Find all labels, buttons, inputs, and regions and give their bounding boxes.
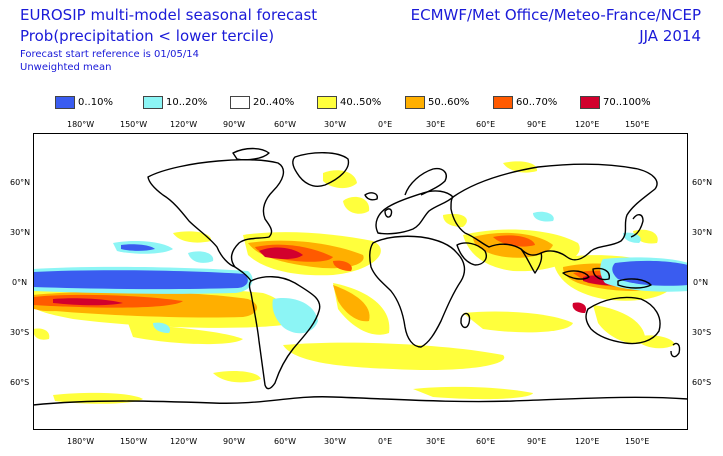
lat-label-right: 60°N <box>692 178 713 187</box>
australia-coast <box>585 296 661 345</box>
legend-swatch <box>317 95 337 109</box>
lon-label-bottom: 180°W <box>67 437 95 446</box>
lon-label-bottom: 0°E <box>378 437 393 446</box>
lon-label-bottom: 30°W <box>324 437 347 446</box>
sumatra-coast <box>562 270 590 280</box>
central-america-coast <box>234 266 252 282</box>
legend-label: 20..40% <box>253 96 295 108</box>
south-america-coast <box>248 276 321 390</box>
madagascar-coast <box>460 312 471 329</box>
lat-label-left: 30°S <box>10 328 30 337</box>
india-coast <box>520 248 543 274</box>
lat-label-left: 60°N <box>10 178 31 187</box>
lon-label-top: 120°E <box>575 120 600 129</box>
lat-label-right: 30°S <box>692 328 712 337</box>
lon-label-top: 90°E <box>527 120 547 129</box>
forecast-reference: Forecast start reference is 01/05/14 <box>20 49 199 60</box>
lon-label-top: 30°E <box>426 120 446 129</box>
north-america-coast <box>147 158 285 268</box>
lon-label-top: 150°E <box>625 120 650 129</box>
new-zealand-coast <box>670 342 681 358</box>
arabia-coast <box>456 242 487 266</box>
greenland-coast <box>292 152 350 187</box>
lon-label-bottom: 60°W <box>274 437 297 446</box>
lat-label-right: 30°N <box>692 228 713 237</box>
map-subtitle: Prob(precipitation < lower tercile) <box>20 27 275 45</box>
british-isles-coast <box>384 208 393 218</box>
lon-label-top: 30°W <box>324 120 347 129</box>
lon-label-bottom: 30°E <box>426 437 446 446</box>
lat-label-right: 0°N <box>693 278 709 287</box>
lat-label-left: 0°N <box>12 278 28 287</box>
legend-swatch <box>580 95 600 109</box>
legend-item: 20..40% <box>230 94 294 110</box>
forecast-season: JJA 2014 <box>639 27 701 45</box>
legend-item: 10..20% <box>143 94 207 110</box>
probability-map <box>33 133 688 430</box>
legend-label: 10..20% <box>166 96 208 108</box>
lat-label-left: 30°N <box>10 228 31 237</box>
map-frame <box>33 133 688 430</box>
coastlines <box>33 147 688 406</box>
borneo-coast <box>592 267 610 281</box>
lat-label-left: 60°S <box>10 378 30 387</box>
lon-label-top: 90°W <box>223 120 246 129</box>
legend-swatch <box>55 95 75 109</box>
legend-label: 50..60% <box>428 96 470 108</box>
lon-label-bottom: 150°W <box>120 437 148 446</box>
legend-swatch <box>405 95 425 109</box>
new-guinea-coast <box>617 278 652 289</box>
lon-label-bottom: 90°E <box>527 437 547 446</box>
japan-coast <box>630 214 644 238</box>
lon-label-bottom: 120°W <box>170 437 198 446</box>
legend-label: 70..100% <box>603 96 651 108</box>
africa-coast <box>368 235 466 348</box>
legend-label: 0..10% <box>78 96 113 108</box>
lon-label-bottom: 90°W <box>223 437 246 446</box>
lon-label-bottom: 60°E <box>476 437 496 446</box>
legend-item: 70..100% <box>580 94 651 110</box>
asia-coast <box>450 163 658 261</box>
lon-label-bottom: 120°E <box>575 437 600 446</box>
legend-label: 60..70% <box>516 96 558 108</box>
iceland-coast <box>364 192 378 201</box>
scandinavia-coast <box>404 167 447 196</box>
legend-swatch <box>143 95 163 109</box>
forecast-centres: ECMWF/Met Office/Meteo-France/NCEP <box>410 6 701 24</box>
lon-label-bottom: 150°E <box>625 437 650 446</box>
legend-label: 40..50% <box>340 96 382 108</box>
lon-label-top: 0°E <box>378 120 393 129</box>
arctic-islands-coast <box>232 147 270 161</box>
legend-swatch <box>493 95 513 109</box>
lat-label-right: 60°S <box>692 378 712 387</box>
legend-swatch <box>230 95 250 109</box>
lon-label-top: 60°W <box>274 120 297 129</box>
legend-item: 40..50% <box>317 94 381 110</box>
lon-label-top: 150°W <box>120 120 148 129</box>
lon-label-top: 60°E <box>476 120 496 129</box>
lon-label-top: 180°W <box>67 120 95 129</box>
antarctica-coast <box>33 396 688 406</box>
legend-item: 60..70% <box>493 94 557 110</box>
legend-item: 0..10% <box>55 94 113 110</box>
lon-label-top: 120°W <box>170 120 198 129</box>
legend-item: 50..60% <box>405 94 469 110</box>
map-title: EUROSIP multi-model seasonal forecast <box>20 6 318 24</box>
mean-type: Unweighted mean <box>20 62 112 73</box>
